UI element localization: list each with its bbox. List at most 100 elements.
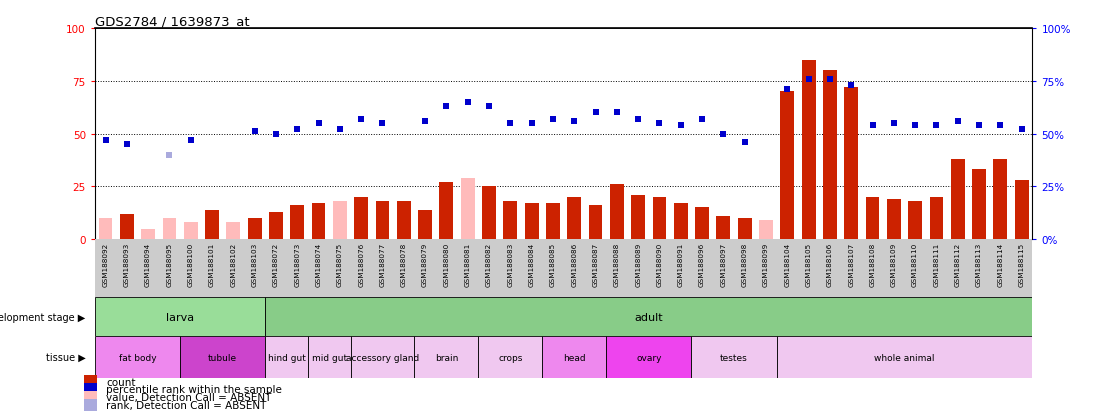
Text: GSM188075: GSM188075 <box>337 242 343 287</box>
Bar <box>972 170 985 240</box>
Text: head: head <box>562 353 586 362</box>
Bar <box>95 297 266 337</box>
Text: GSM188077: GSM188077 <box>379 242 385 287</box>
Bar <box>525 204 539 240</box>
Bar <box>418 210 432 240</box>
Bar <box>822 71 837 240</box>
Bar <box>205 210 219 240</box>
Text: GSM188112: GSM188112 <box>954 242 961 287</box>
Text: GSM188104: GSM188104 <box>785 242 790 287</box>
Text: ovary: ovary <box>636 353 662 362</box>
Bar <box>716 216 730 240</box>
Bar <box>95 337 180 378</box>
Bar <box>184 223 198 240</box>
Text: GSM188114: GSM188114 <box>998 242 1003 287</box>
Text: larva: larva <box>166 312 194 322</box>
Bar <box>653 197 666 240</box>
Bar <box>482 187 496 240</box>
Text: GSM188101: GSM188101 <box>209 242 215 287</box>
Bar <box>311 204 326 240</box>
Bar <box>397 202 411 240</box>
Text: GSM188076: GSM188076 <box>358 242 364 287</box>
Text: GSM188113: GSM188113 <box>976 242 982 287</box>
Bar <box>266 337 308 378</box>
Text: GSM188097: GSM188097 <box>720 242 727 287</box>
Bar <box>695 208 709 240</box>
Text: GSM188093: GSM188093 <box>124 242 129 287</box>
Bar <box>333 202 347 240</box>
Text: GSM188108: GSM188108 <box>869 242 876 287</box>
Bar <box>479 337 542 378</box>
Text: GSM188073: GSM188073 <box>295 242 300 287</box>
Bar <box>801 61 816 240</box>
Text: value, Detection Call = ABSENT: value, Detection Call = ABSENT <box>106 392 271 402</box>
Bar <box>887 199 901 240</box>
Text: GSM188103: GSM188103 <box>251 242 258 287</box>
Text: GSM188090: GSM188090 <box>656 242 663 287</box>
Text: GSM188084: GSM188084 <box>529 242 535 287</box>
Bar <box>376 202 389 240</box>
Text: tissue ▶: tissue ▶ <box>46 352 86 362</box>
Text: GSM188102: GSM188102 <box>230 242 237 287</box>
Bar <box>180 337 266 378</box>
Text: GSM188106: GSM188106 <box>827 242 833 287</box>
Text: percentile rank within the sample: percentile rank within the sample <box>106 385 282 394</box>
Text: GSM188098: GSM188098 <box>742 242 748 287</box>
Bar <box>84 383 97 396</box>
Text: GSM188082: GSM188082 <box>485 242 492 287</box>
Bar <box>84 391 97 403</box>
Text: GSM188092: GSM188092 <box>103 242 108 287</box>
Bar <box>266 297 1032 337</box>
Bar <box>993 159 1008 240</box>
Bar <box>674 204 687 240</box>
Bar <box>1014 180 1029 240</box>
Text: GSM188094: GSM188094 <box>145 242 151 287</box>
Bar <box>866 197 879 240</box>
Text: GSM188115: GSM188115 <box>1019 242 1024 287</box>
Bar <box>290 206 305 240</box>
Text: GSM188072: GSM188072 <box>273 242 279 287</box>
Bar <box>738 218 751 240</box>
Text: GSM188107: GSM188107 <box>848 242 854 287</box>
Bar <box>98 218 113 240</box>
Bar <box>606 337 692 378</box>
Text: GDS2784 / 1639873_at: GDS2784 / 1639873_at <box>95 15 250 28</box>
Text: GSM188087: GSM188087 <box>593 242 598 287</box>
Text: GSM188081: GSM188081 <box>464 242 471 287</box>
Bar <box>461 178 474 240</box>
Text: whole animal: whole animal <box>874 353 935 362</box>
Bar <box>908 202 922 240</box>
Bar <box>845 88 858 240</box>
Text: GSM188105: GSM188105 <box>806 242 811 287</box>
Text: count: count <box>106 377 135 387</box>
Bar <box>759 221 773 240</box>
Bar <box>84 399 97 411</box>
Text: GSM188078: GSM188078 <box>401 242 407 287</box>
Bar <box>119 214 134 240</box>
Text: GSM188079: GSM188079 <box>422 242 429 287</box>
Text: mid gut: mid gut <box>311 353 347 362</box>
Bar <box>930 197 943 240</box>
Bar <box>588 206 603 240</box>
Text: GSM188091: GSM188091 <box>677 242 684 287</box>
Bar <box>142 229 155 240</box>
Text: GSM188080: GSM188080 <box>443 242 450 287</box>
Text: tubule: tubule <box>208 353 238 362</box>
Bar <box>951 159 964 240</box>
Text: hind gut: hind gut <box>268 353 306 362</box>
Bar <box>503 202 517 240</box>
Bar <box>350 337 414 378</box>
Bar <box>308 337 350 378</box>
Bar <box>84 375 97 388</box>
Text: accessory gland: accessory gland <box>346 353 420 362</box>
Text: fat body: fat body <box>118 353 156 362</box>
Text: GSM188074: GSM188074 <box>316 242 321 287</box>
Bar <box>269 212 282 240</box>
Text: GSM188099: GSM188099 <box>763 242 769 287</box>
Text: brain: brain <box>435 353 458 362</box>
Text: GSM188096: GSM188096 <box>699 242 705 287</box>
Bar <box>227 223 240 240</box>
Text: rank, Detection Call = ABSENT: rank, Detection Call = ABSENT <box>106 400 267 410</box>
Bar <box>354 197 368 240</box>
Text: GSM188095: GSM188095 <box>166 242 173 287</box>
